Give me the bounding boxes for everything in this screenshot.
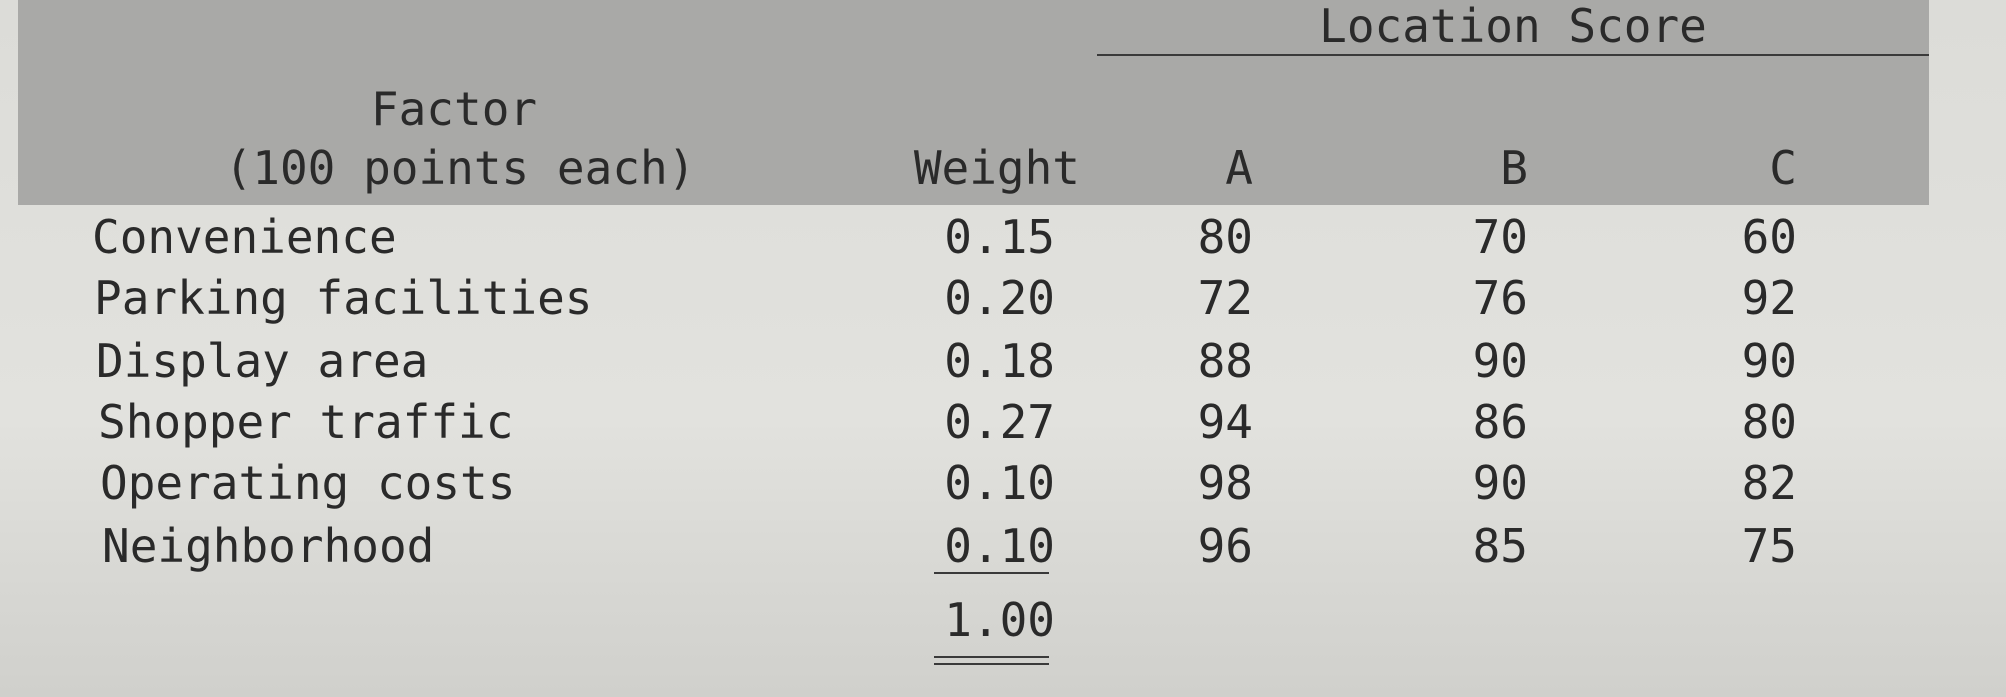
header-factor: Factor <box>370 82 538 136</box>
double-rule <box>934 656 1049 658</box>
score-b-cell: 90 <box>1472 456 1528 510</box>
header-band <box>18 0 1929 205</box>
score-c-cell: 92 <box>1741 271 1797 325</box>
factor-cell: Operating costs <box>100 456 516 510</box>
score-a-cell: 98 <box>1197 456 1253 510</box>
score-a-cell: 96 <box>1197 519 1253 573</box>
header-weight: Weight <box>913 141 1080 195</box>
score-c-cell: 75 <box>1741 519 1797 573</box>
factor-cell: Display area <box>96 334 429 388</box>
factor-cell: Parking facilities <box>94 271 593 325</box>
weight-cell: 0.15 <box>944 210 1055 264</box>
weight-cell: 0.10 <box>944 456 1055 510</box>
weight-cell: 0.18 <box>944 334 1055 388</box>
score-b-cell: 85 <box>1472 519 1528 573</box>
header-a: A <box>1225 141 1253 195</box>
score-c-cell: 80 <box>1741 395 1797 449</box>
weight-cell: 0.10 <box>944 519 1055 573</box>
score-b-cell: 70 <box>1472 210 1528 264</box>
score-a-cell: 88 <box>1197 334 1253 388</box>
score-b-cell: 86 <box>1472 395 1528 449</box>
score-a-cell: 94 <box>1197 395 1253 449</box>
header-factor-note: (100 points each) <box>224 141 696 195</box>
weight-cell: 0.27 <box>944 395 1055 449</box>
score-b-cell: 90 <box>1472 334 1528 388</box>
score-c-cell: 60 <box>1741 210 1797 264</box>
factor-cell: Neighborhood <box>102 519 435 573</box>
total: 1.00 <box>944 593 1055 647</box>
score-a-cell: 72 <box>1197 271 1253 325</box>
group-header: Location Score <box>1319 0 1707 53</box>
factor-cell: Shopper traffic <box>98 395 514 449</box>
double-rule <box>934 663 1049 665</box>
score-a-cell: 80 <box>1197 210 1253 264</box>
group-rule <box>1097 54 1929 56</box>
sum-rule <box>934 572 1049 574</box>
score-c-cell: 90 <box>1741 334 1797 388</box>
weight-cell: 0.20 <box>944 271 1055 325</box>
score-c-cell: 82 <box>1741 456 1797 510</box>
header-c: C <box>1769 141 1797 195</box>
factor-cell: Convenience <box>92 210 397 264</box>
score-b-cell: 76 <box>1472 271 1528 325</box>
header-b: B <box>1500 141 1528 195</box>
